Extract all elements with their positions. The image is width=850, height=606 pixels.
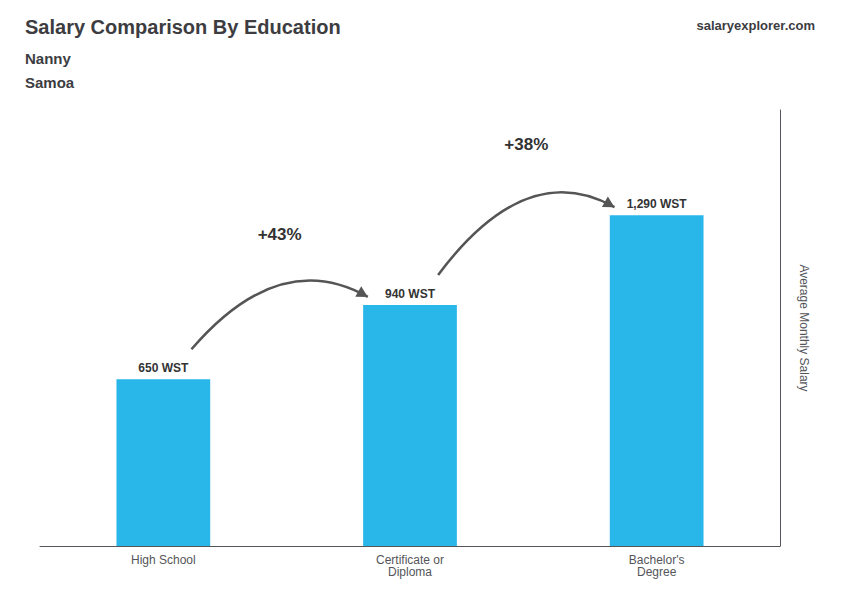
- svg-text:Average Monthly Salary: Average Monthly Salary: [797, 264, 811, 391]
- svg-text:650 WST: 650 WST: [138, 361, 189, 375]
- svg-text:Salary Comparison By Education: Salary Comparison By Education: [25, 16, 341, 38]
- svg-text:Bachelor's: Bachelor's: [628, 553, 685, 567]
- svg-text:High School: High School: [131, 553, 196, 567]
- svg-text:940 WST: 940 WST: [385, 287, 436, 301]
- svg-text:+38%: +38%: [504, 135, 548, 154]
- svg-text:+43%: +43%: [258, 225, 302, 244]
- svg-text:1,290 WST: 1,290 WST: [627, 197, 688, 211]
- svg-text:Nanny: Nanny: [25, 50, 72, 67]
- svg-text:Samoa: Samoa: [25, 74, 75, 91]
- svg-text:Diploma: Diploma: [388, 565, 432, 579]
- svg-text:salaryexplorer.com: salaryexplorer.com: [696, 18, 815, 33]
- svg-text:Certificate or: Certificate or: [376, 553, 444, 567]
- svg-text:Degree: Degree: [637, 565, 677, 579]
